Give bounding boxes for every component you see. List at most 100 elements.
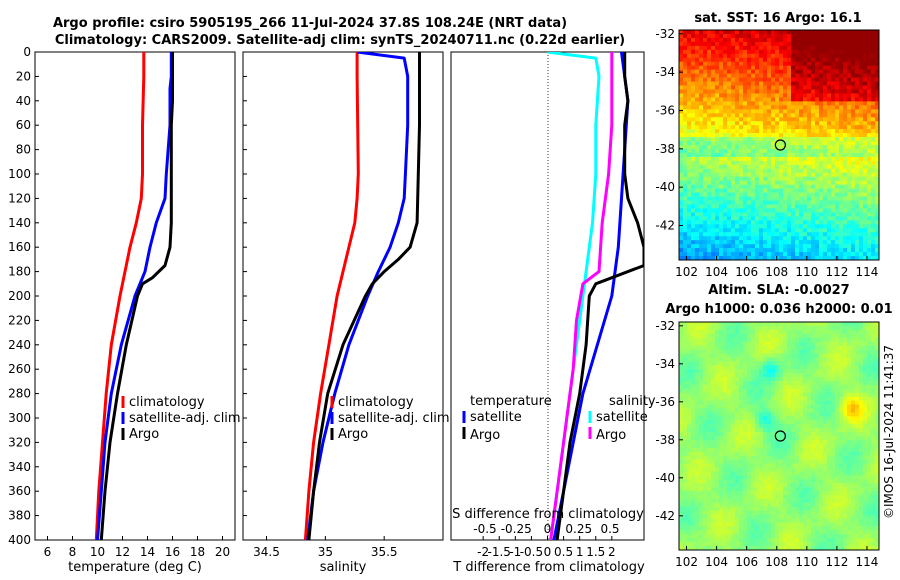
heatmap-cell: [823, 408, 828, 413]
heatmap-cell: [851, 93, 856, 98]
heatmap-cell: [767, 89, 772, 94]
heatmap-cell: [803, 97, 808, 102]
heatmap-cell: [759, 252, 764, 257]
heatmap-cell: [871, 408, 876, 413]
heatmap-cell: [811, 428, 816, 433]
heatmap-cell: [731, 53, 736, 59]
heatmap-cell: [683, 228, 688, 233]
heatmap-cell: [723, 37, 728, 43]
heatmap-cell: [723, 176, 728, 181]
heatmap-cell: [715, 105, 720, 110]
heatmap-cell: [851, 164, 856, 170]
heatmap-cell: [779, 164, 784, 170]
heatmap-cell: [875, 455, 879, 460]
heatmap-cell: [863, 152, 868, 158]
heatmap-cell: [691, 436, 696, 441]
heatmap-cell: [815, 113, 820, 118]
heatmap-cell: [843, 164, 848, 170]
heatmap-cell: [831, 156, 836, 162]
heatmap-cell: [739, 361, 744, 366]
heatmap-cell: [815, 208, 820, 213]
heatmap-cell: [843, 248, 848, 253]
heatmap-cell: [831, 49, 836, 55]
heatmap-cell: [779, 256, 784, 260]
heatmap-cell: [731, 196, 736, 201]
heatmap-cell: [811, 439, 816, 445]
heatmap-cell: [807, 224, 812, 229]
heatmap-cell: [707, 137, 712, 142]
heatmap-cell: [727, 61, 732, 66]
heatmap-cell: [687, 349, 692, 354]
heatmap-cell: [707, 45, 712, 51]
heatmap-cell: [875, 244, 879, 249]
series-line-climatology: [94, 52, 146, 540]
heatmap-cell: [751, 81, 756, 86]
heatmap-cell: [807, 463, 812, 468]
heatmap-cell: [847, 188, 852, 193]
heatmap-cell: [727, 65, 732, 70]
heatmap-cell: [735, 252, 740, 257]
heatmap-cell: [827, 236, 832, 241]
heatmap-cell: [807, 172, 812, 178]
heatmap-cell: [815, 141, 820, 146]
heatmap-cell: [847, 133, 852, 138]
heatmap-cell: [771, 341, 776, 346]
heatmap-cell: [695, 420, 700, 425]
heatmap-cell: [863, 361, 868, 366]
heatmap-cell: [767, 467, 772, 472]
heatmap-cell: [747, 180, 752, 185]
heatmap-cell: [731, 164, 736, 170]
heatmap-cell: [871, 33, 876, 39]
legend-label-satellite: satellite-adj. clim: [338, 411, 450, 426]
heatmap-cell: [767, 377, 772, 382]
heatmap-cell: [823, 184, 828, 189]
heatmap-cell: [723, 333, 728, 339]
heatmap-cell: [751, 420, 756, 425]
heatmap-cell: [851, 349, 856, 354]
heatmap-cell: [707, 53, 712, 59]
difference-panel: -2-1.5-1-0.5 0 0.5 1 1.5 2 -0.5 -0.25 0 0.25 0.5 …: [450, 51, 656, 575]
heatmap-cell: [787, 156, 792, 162]
heatmap-cell: [699, 33, 704, 39]
heatmap-cell: [771, 357, 776, 362]
heatmap-cell: [827, 353, 832, 358]
heatmap-cell: [719, 451, 724, 456]
heatmap-cell: [727, 236, 732, 241]
heatmap-cell: [743, 322, 748, 327]
heatmap-cell: [703, 325, 708, 331]
heatmap-cell: [819, 451, 824, 456]
heatmap-cell: [863, 196, 868, 201]
heatmap-cell: [859, 337, 864, 342]
heatmap-cell: [683, 196, 688, 201]
heatmap-cell: [779, 208, 784, 213]
heatmap-cell: [819, 232, 824, 237]
heatmap-cell: [843, 81, 848, 86]
heatmap-cell: [735, 373, 740, 378]
heatmap-cell: [855, 396, 860, 401]
heatmap-cell: [823, 101, 828, 106]
heatmap-cell: [735, 168, 740, 174]
heatmap-cell: [767, 208, 772, 213]
heatmap-cell: [727, 447, 732, 453]
heatmap-cell: [867, 101, 872, 106]
heatmap-cell: [715, 53, 720, 59]
heatmap-cell: [699, 337, 704, 342]
heatmap-cell: [767, 184, 772, 189]
heatmap-cell: [779, 37, 784, 43]
heatmap-cell: [695, 176, 700, 181]
heatmap-cell: [687, 53, 692, 59]
heatmap-cell: [695, 240, 700, 245]
heatmap-cell: [827, 49, 832, 55]
heatmap-cell: [807, 168, 812, 174]
heatmap-cell: [855, 244, 860, 249]
heatmap-cell: [863, 121, 868, 126]
heatmap-cell: [787, 180, 792, 185]
heatmap-cell: [739, 224, 744, 229]
heatmap-cell: [875, 196, 879, 201]
heatmap-cell: [679, 81, 684, 86]
heatmap-cell: [711, 447, 716, 453]
heatmap-cell: [831, 196, 836, 201]
heatmap-cell: [719, 353, 724, 358]
heatmap-cell: [811, 204, 816, 209]
heatmap-cell: [851, 455, 856, 460]
